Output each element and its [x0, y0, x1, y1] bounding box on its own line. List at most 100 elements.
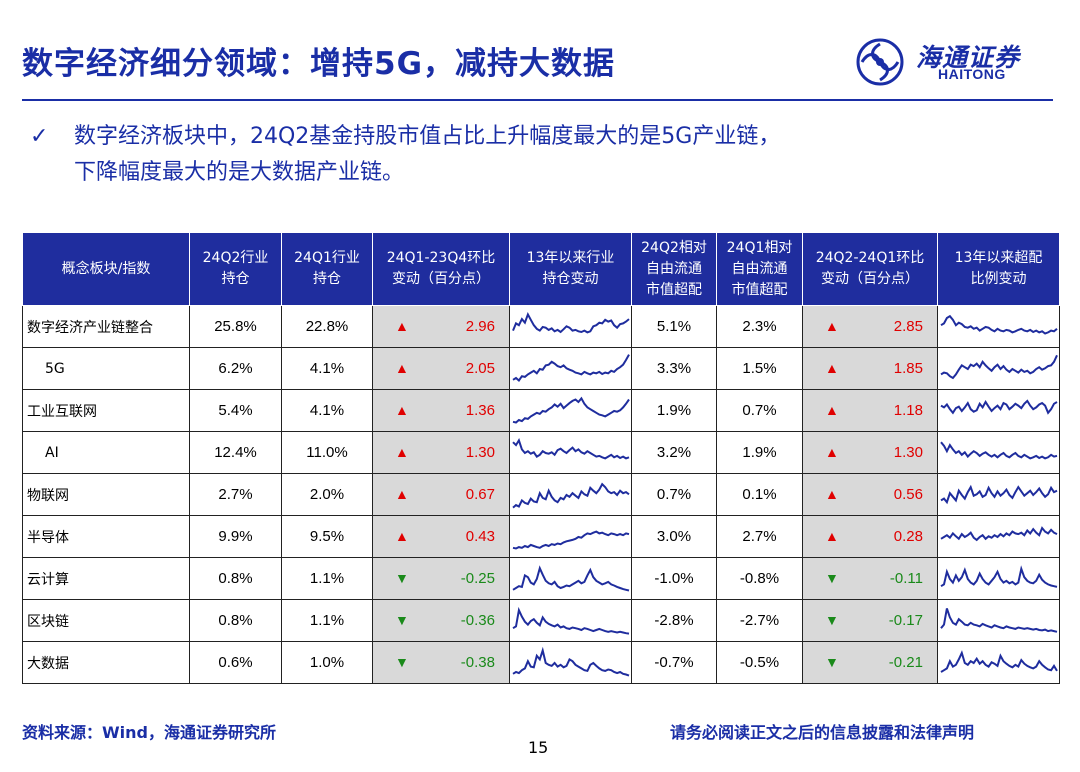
overweight-trend-cell: [937, 305, 1060, 348]
q1-holding-cell: 9.5%: [281, 515, 373, 558]
overweight-trend-cell: [937, 473, 1060, 516]
holding-change-cell: ▲ 2.96: [372, 305, 510, 348]
table-body: 数字经济产业链整合 25.8% 22.8% ▲ 2.96 5.1% 2.3% ▲ 2.85 5G 6…: [22, 305, 1060, 684]
holding-trend-cell: [509, 599, 632, 642]
overweight-change-cell: ▲ 1.18: [802, 389, 938, 432]
haitong-emblem-icon: [856, 38, 904, 86]
overweight-trend-sparkline: [939, 314, 1058, 335]
page-title: 数字经济细分领域：增持5G，减持大数据: [22, 46, 616, 82]
table-row: AI 12.4% 11.0% ▲ 1.30 3.2% 1.9% ▲ 1.30: [22, 431, 1060, 474]
column-header-line: 比例变动: [970, 271, 1027, 287]
holding-trend-sparkline-path: [511, 564, 629, 591]
change-value: 0.67: [465, 486, 495, 503]
q1-holding-cell: 4.1%: [281, 389, 373, 432]
overweight-trend-sparkline: [939, 649, 1058, 673]
column-header-line: 自由流通: [731, 260, 788, 277]
holding-trend-cell: [509, 557, 632, 600]
q1-overweight-cell: 0.1%: [716, 473, 803, 516]
overweight-change-cell: ▲ 0.56: [802, 473, 938, 516]
source-note: 资料来源：Wind，海通证券研究所: [22, 723, 276, 742]
column-header-line: 持仓: [313, 271, 341, 287]
holding-trend-cell: [509, 641, 632, 684]
change-value: 2.85: [893, 318, 923, 335]
overweight-trend-sparkline: [939, 354, 1058, 379]
overweight-change-cell: ▲ 0.28: [802, 515, 938, 558]
up-triangle-icon: ▲: [825, 402, 839, 418]
column-header-line: 持仓: [221, 271, 250, 287]
column-header-line: 概念板块/指数: [61, 260, 151, 277]
logo-chinese-name: 海通证券: [916, 43, 1021, 72]
sector-name-cell: 5G: [22, 347, 190, 390]
overweight-change-cell: ▲ 1.30: [802, 431, 938, 474]
q2-overweight-cell: -1.0%: [631, 557, 717, 600]
up-triangle-icon: ▲: [395, 444, 409, 460]
holding-trend-cell: [509, 431, 632, 474]
holding-trend-sparkline: [512, 396, 630, 424]
table-header-row: 概念板块/指数 24Q2行业 持仓 24Q1行业 持仓 24Q1-23Q4环比 变动（百分点…: [22, 232, 1060, 306]
q1-holding-cell: 1.0%: [281, 641, 373, 684]
change-value: 0.56: [893, 486, 923, 503]
holding-change-cell: ▼ -0.36: [372, 599, 510, 642]
holding-trend-sparkline-path: [512, 529, 629, 550]
overweight-trend-sparkline-path: [939, 441, 1057, 460]
legal-disclaimer: 请务必阅读正文之后的信息披露和法律声明: [670, 723, 975, 742]
q2-overweight-cell: 5.1%: [631, 305, 717, 348]
q1-overweight-cell: 0.7%: [716, 389, 803, 432]
up-triangle-icon: ▲: [395, 486, 409, 502]
change-value: -0.11: [889, 570, 923, 587]
sector-name-cell: 大数据: [22, 641, 190, 684]
q2-holding-cell: 9.9%: [189, 515, 282, 558]
up-triangle-icon: ▲: [825, 360, 839, 376]
q2-overweight-cell: 3.3%: [631, 347, 717, 390]
change-value: -0.25: [460, 570, 495, 587]
change-value: -0.21: [888, 654, 923, 671]
holding-change-cell: ▲ 1.30: [372, 431, 510, 474]
up-triangle-icon: ▲: [825, 528, 839, 544]
sector-name-cell: 工业互联网: [22, 389, 190, 432]
q1-holding-cell: 22.8%: [281, 305, 373, 348]
table-row: 半导体 9.9% 9.5% ▲ 0.43 3.0% 2.7% ▲ 0.28: [22, 515, 1060, 558]
holding-trend-sparkline-path: [511, 437, 629, 460]
change-value: 1.18: [893, 402, 923, 419]
q2-holding-cell: 0.6%: [189, 641, 282, 684]
column-header-line: 24Q1相对: [726, 239, 793, 256]
holding-change-cell: ▲ 2.05: [372, 347, 510, 390]
up-triangle-icon: ▲: [395, 402, 409, 418]
q2-holding-cell: 0.8%: [189, 557, 282, 600]
overweight-trend-sparkline-path: [939, 564, 1057, 588]
holding-trend-cell: [509, 347, 632, 390]
column-header-line: 持仓变动: [542, 271, 599, 287]
sector-name-cell: 区块链: [22, 599, 190, 642]
down-triangle-icon: ▼: [395, 570, 409, 586]
sector-name-cell: AI: [22, 431, 190, 474]
column-header-line: 24Q2-24Q1环比: [815, 250, 925, 266]
change-value: 0.28: [893, 528, 923, 545]
holding-trend-sparkline-path: [511, 311, 630, 334]
column-header-line: 13年以来超配: [954, 250, 1043, 266]
table-row: 云计算 0.8% 1.1% ▼ -0.25 -1.0% -0.8% ▼ -0.11: [22, 557, 1060, 600]
holding-trend-sparkline: [511, 482, 630, 508]
table-row: 区块链 0.8% 1.1% ▼ -0.36 -2.8% -2.7% ▼ -0.17: [22, 599, 1060, 642]
change-value: 2.05: [465, 360, 495, 377]
overweight-trend-cell: [937, 431, 1060, 474]
change-value: 1.36: [465, 402, 495, 419]
overweight-trend-sparkline: [939, 564, 1057, 588]
q1-holding-cell: 1.1%: [281, 599, 373, 642]
overweight-trend-sparkline-path: [939, 314, 1058, 335]
q2-overweight-cell: 3.2%: [631, 431, 717, 474]
overweight-change-cell: ▼ -0.21: [802, 641, 938, 684]
up-triangle-icon: ▲: [395, 318, 409, 334]
q2-overweight-cell: 3.0%: [631, 515, 717, 558]
change-value: 1.85: [893, 360, 923, 377]
key-point-line-1: 数字经济板块中，24Q2基金持股市值占比上升幅度最大的是5G产业链，: [74, 124, 781, 149]
q2-overweight-cell: -2.8%: [631, 599, 717, 642]
sector-name-cell: 数字经济产业链整合: [22, 305, 190, 348]
up-triangle-icon: ▲: [395, 360, 409, 376]
overweight-trend-sparkline-path: [939, 398, 1058, 415]
column-header-line: 24Q1-23Q4环比: [386, 250, 496, 266]
column-header-line: 24Q2相对: [641, 239, 707, 256]
overweight-trend-sparkline-path: [939, 649, 1058, 673]
q2-overweight-cell: 1.9%: [631, 389, 717, 432]
q2-overweight-cell: 0.7%: [631, 473, 717, 516]
column-header-line: 变动（百分点）: [821, 271, 919, 287]
